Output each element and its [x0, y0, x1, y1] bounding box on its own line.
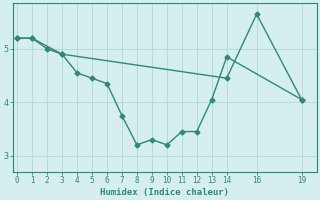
X-axis label: Humidex (Indice chaleur): Humidex (Indice chaleur) — [100, 188, 229, 197]
